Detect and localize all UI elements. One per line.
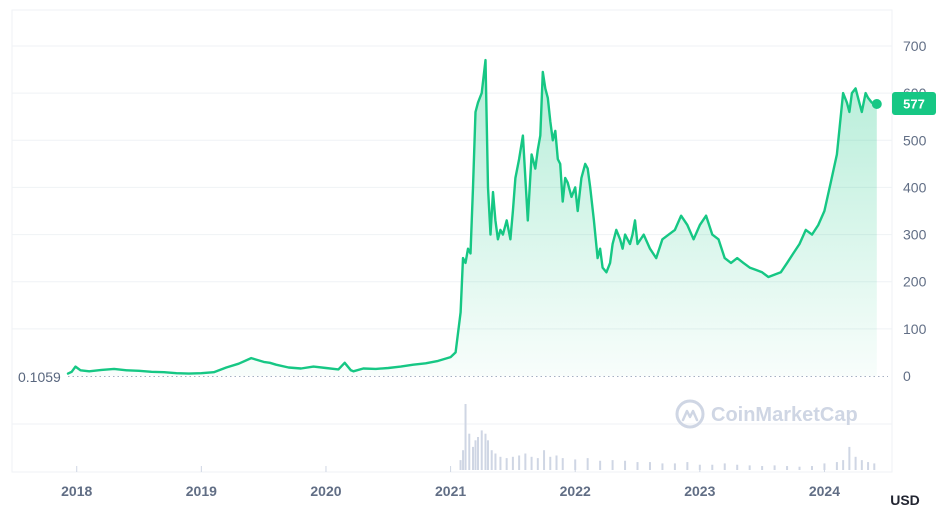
volume-bar: [624, 460, 627, 470]
volume-bar: [686, 462, 689, 470]
current-price-badge: [892, 92, 936, 115]
x-tick-label: 2019: [186, 483, 217, 499]
volume-bar: [723, 463, 726, 470]
volume-bar: [586, 458, 589, 470]
volume-bar: [494, 453, 497, 470]
x-tick-label: 2022: [560, 483, 591, 499]
volume-bar: [464, 404, 467, 470]
volume-bar: [842, 460, 845, 470]
volume-bar: [736, 464, 739, 470]
volume-bar: [549, 456, 552, 470]
volume-bar: [711, 464, 714, 470]
x-tick-label: 2021: [435, 483, 466, 499]
volume-bar: [518, 455, 521, 470]
volume-bar: [648, 462, 651, 470]
coinmarketcap-logo-icon: [675, 399, 705, 429]
volume-bar: [835, 462, 838, 470]
volume-bar: [474, 440, 477, 470]
volume-bar: [484, 433, 487, 470]
volume-bar: [867, 462, 870, 470]
currency-unit-label: USD: [890, 492, 920, 508]
x-tick-label: 2018: [61, 483, 92, 499]
volume-bar: [530, 456, 533, 470]
volume-bar: [536, 458, 539, 470]
volume-bar: [854, 456, 857, 470]
volume-bar: [524, 453, 527, 470]
volume-bar: [786, 466, 789, 470]
volume-bar: [748, 465, 751, 470]
volume-bar: [499, 456, 502, 470]
x-tick-label: 2023: [684, 483, 715, 499]
y-tick-label: 500: [903, 132, 927, 148]
current-price-label: 577: [903, 97, 925, 112]
volume-bar: [477, 437, 479, 470]
x-tick-label: 2020: [310, 483, 341, 499]
start-price-label: 0.1059: [18, 369, 61, 385]
volume-bar: [468, 433, 471, 470]
volume-bar: [505, 458, 508, 470]
volume-bar: [761, 466, 764, 470]
price-line: [66, 58, 878, 375]
x-tick-label: 2024: [809, 483, 840, 499]
y-tick-label: 700: [903, 38, 927, 54]
volume-bar: [873, 463, 876, 470]
volume-bar: [599, 460, 602, 470]
volume-bar: [798, 466, 801, 470]
volume-bar: [860, 460, 863, 470]
volume-bar: [555, 455, 558, 470]
y-tick-label: 400: [903, 179, 927, 195]
coinmarketcap-watermark: CoinMarketCap: [675, 399, 858, 429]
volume-bar: [661, 463, 664, 470]
volume-bar: [810, 466, 813, 470]
volume-bar: [611, 460, 614, 470]
current-price-dot[interactable]: [871, 99, 882, 109]
volume-bar: [543, 450, 546, 470]
volume-bar: [561, 458, 564, 470]
volume-bar: [490, 450, 493, 470]
volume-bar: [511, 456, 514, 470]
volume-bar: [462, 450, 465, 470]
volume-bar: [773, 465, 776, 470]
y-tick-label: 0: [903, 368, 911, 384]
volume-bar: [636, 462, 639, 470]
y-tick-label: 200: [903, 274, 927, 290]
volume-bar: [574, 459, 577, 470]
volume-bars: [459, 404, 876, 470]
grid-lines: [12, 45, 892, 425]
y-axis: 0100200300400500600700: [903, 38, 927, 384]
plot-frame: [11, 9, 893, 473]
x-axis: 2018 2019 2020 2021 2022 2023 2024: [61, 466, 840, 499]
watermark-brand: CoinMarketCap: [711, 404, 858, 426]
volume-bar: [480, 430, 483, 470]
y-tick-label: 100: [903, 321, 927, 337]
volume-bar: [459, 460, 462, 470]
volume-bar: [848, 446, 851, 470]
y-tick-label: 300: [903, 227, 927, 243]
volume-bar: [472, 446, 475, 470]
volume-bar: [673, 463, 676, 470]
volume-bar: [486, 440, 489, 470]
